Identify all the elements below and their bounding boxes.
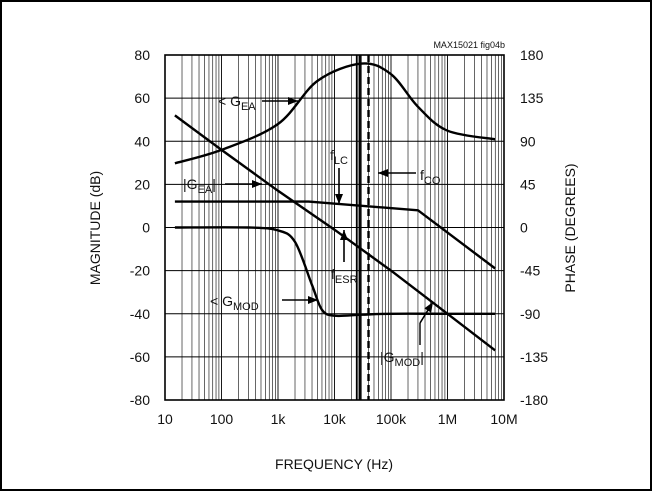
x-axis-label: FREQUENCY (Hz) bbox=[275, 456, 393, 472]
y-tick-label-right: 135 bbox=[520, 90, 544, 106]
y-tick-label-right: 90 bbox=[520, 133, 536, 149]
y-tick-label-right: 45 bbox=[520, 176, 536, 192]
y-axis-label-right: PHASE (DEGREES) bbox=[562, 163, 578, 292]
y-tick-label-left: -60 bbox=[130, 349, 150, 365]
x-tick-label: 1k bbox=[271, 411, 287, 427]
y-tick-label-right: -180 bbox=[520, 392, 548, 408]
y-tick-label-left: 60 bbox=[134, 90, 150, 106]
y-tick-label-left: -80 bbox=[130, 392, 150, 408]
y-tick-label-right: -45 bbox=[520, 263, 540, 279]
y-tick-label-left: 40 bbox=[134, 133, 150, 149]
figure-id: MAX15021 fig04b bbox=[433, 40, 505, 50]
y-tick-label-right: 180 bbox=[520, 47, 544, 63]
y-tick-label-right: -135 bbox=[520, 349, 548, 365]
y-tick-label-left: 0 bbox=[142, 220, 150, 236]
y-tick-label-left: -40 bbox=[130, 306, 150, 322]
x-tick-label: 10M bbox=[490, 411, 517, 427]
x-tick-label: 100 bbox=[210, 411, 234, 427]
x-tick-label: 1M bbox=[438, 411, 457, 427]
x-tick-label: 10k bbox=[323, 411, 347, 427]
y-tick-label-left: 80 bbox=[134, 47, 150, 63]
x-tick-label: 100k bbox=[376, 411, 407, 427]
y-tick-label-right: 0 bbox=[520, 220, 528, 236]
y-tick-label-left: 20 bbox=[134, 176, 150, 192]
y-tick-label-left: -20 bbox=[130, 263, 150, 279]
y-tick-label-right: -90 bbox=[520, 306, 540, 322]
x-tick-label: 10 bbox=[157, 411, 173, 427]
y-axis-label-left: MAGNITUDE (dB) bbox=[87, 171, 103, 285]
